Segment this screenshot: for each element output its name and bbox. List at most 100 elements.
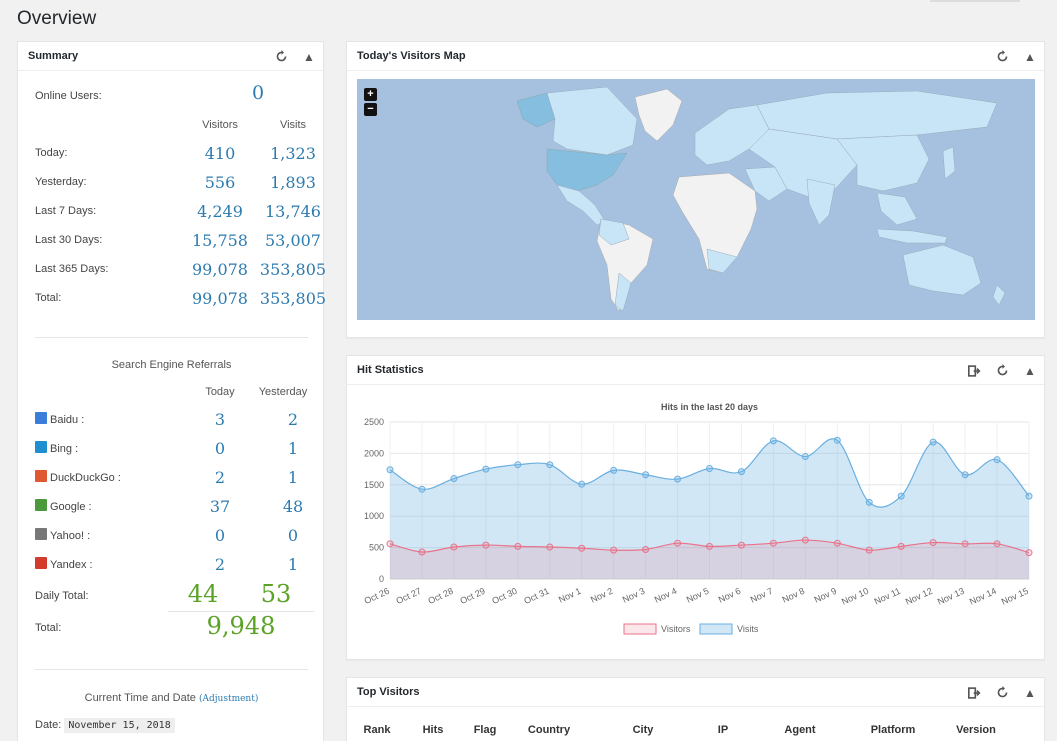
stat-visitors: 556: [204, 172, 236, 192]
refresh-icon[interactable]: [988, 364, 1016, 377]
col-today: Today: [205, 386, 235, 398]
column-header-rank[interactable]: Rank: [363, 724, 391, 736]
daily-total-today: 44: [187, 580, 219, 608]
collapse-icon[interactable]: ▲: [1024, 685, 1036, 700]
adjustment-link[interactable]: (Adjustment): [198, 694, 259, 704]
stat-visits: 13,746: [265, 201, 321, 221]
search-engine-today: 2: [214, 554, 226, 574]
x-tick-label: Oct 29: [458, 586, 486, 606]
refresh-icon[interactable]: [988, 50, 1016, 63]
column-header-ip[interactable]: IP: [717, 724, 729, 736]
data-point-visits: [514, 461, 522, 469]
search-engine-logo-icon: [35, 441, 47, 453]
stat-label: Total:: [35, 292, 62, 304]
date-row: Date: November 15, 2018: [35, 718, 175, 733]
summary-header[interactable]: Summary ▲: [18, 42, 323, 71]
data-point-visitors: [482, 541, 490, 549]
data-point-visits: [897, 492, 905, 500]
chart-title: Hits in the last 20 days: [661, 402, 758, 412]
x-tick-label: Nov 8: [781, 586, 807, 605]
column-header-platform[interactable]: Platform: [870, 724, 916, 736]
search-engine-name: DuckDuckGo :: [50, 472, 121, 484]
x-tick-label: Nov 1: [557, 586, 583, 605]
data-point-visitors: [514, 542, 522, 550]
x-tick-label: Nov 9: [813, 586, 839, 605]
column-header-flag[interactable]: Flag: [473, 724, 497, 736]
top-visitors-header[interactable]: Top Visitors ▲: [347, 678, 1044, 707]
export-icon[interactable]: [960, 686, 988, 699]
search-engine-today: 37: [209, 496, 231, 516]
daily-total-yesterday: 53: [260, 580, 292, 608]
legend-swatch-visits: [699, 623, 733, 635]
collapse-icon[interactable]: ▲: [303, 49, 315, 64]
hits-chart: Hits in the last 20 days 0 500 1000 1500 2000…: [363, 402, 1033, 635]
stat-visitors: 99,078: [192, 259, 248, 279]
data-point-visitors: [961, 540, 969, 548]
data-point-visitors: [833, 539, 841, 547]
column-header-hits[interactable]: Hits: [422, 724, 444, 736]
search-engine-yesterday: 0: [287, 525, 299, 545]
column-header-version[interactable]: Version: [956, 724, 996, 736]
zoom-in-button[interactable]: +: [364, 88, 377, 101]
refresh-icon[interactable]: [988, 686, 1016, 699]
stat-visitors: 4,249: [197, 201, 243, 221]
data-point-visitors: [737, 541, 745, 549]
search-engine-name: Google :: [50, 501, 92, 513]
y-tick-label: 0: [379, 574, 384, 584]
stat-label: Last 365 Days:: [35, 263, 109, 275]
col-visits: Visits: [279, 119, 307, 131]
screen-options-tab-edge[interactable]: [930, 0, 1020, 2]
stat-row: Yesterday: 556 1,893: [35, 171, 316, 193]
data-point-visitors: [450, 543, 458, 551]
world-map-svg: [516, 86, 1006, 312]
map-header[interactable]: Today's Visitors Map ▲: [347, 42, 1044, 71]
search-engine-label: Yahoo! :: [35, 528, 90, 542]
summary-box: Summary ▲ Online Users: 0 Visitors Visit…: [17, 41, 326, 741]
summary-title: Summary: [28, 50, 79, 62]
hits-header[interactable]: Hit Statistics ▲: [347, 356, 1044, 385]
top-visitors-box: Top Visitors ▲ Rank Hits Flag Country City IP…: [346, 677, 1045, 741]
search-engine-name: Yandex :: [50, 559, 93, 571]
data-point-visits: [386, 466, 394, 474]
column-header-country[interactable]: Country: [527, 724, 571, 736]
data-point-visitors: [993, 540, 1001, 548]
total-value: 9,948: [206, 612, 276, 640]
data-point-visits: [642, 471, 650, 479]
x-tick-label: Oct 27: [395, 586, 423, 606]
collapse-icon[interactable]: ▲: [1024, 49, 1036, 64]
data-point-visitors: [546, 543, 554, 551]
y-tick-label: 500: [369, 543, 384, 553]
data-point-visits: [418, 485, 426, 493]
refresh-icon[interactable]: [267, 50, 295, 63]
column-header-agent[interactable]: Agent: [784, 724, 816, 736]
data-point-visitors: [610, 546, 618, 554]
column-header-city[interactable]: City: [632, 724, 654, 736]
search-engine-row: DuckDuckGo : 2 1: [35, 466, 308, 488]
data-point-visitors: [865, 546, 873, 554]
time-title: Current Time and Date: [84, 692, 196, 704]
zoom-out-button[interactable]: −: [364, 103, 377, 116]
search-engine-yesterday: 2: [287, 409, 299, 429]
data-point-visitors: [897, 542, 905, 550]
col-yesterday: Yesterday: [258, 386, 308, 398]
export-icon[interactable]: [960, 364, 988, 377]
x-tick-label: Nov 6: [717, 586, 743, 605]
collapse-icon[interactable]: ▲: [1024, 363, 1036, 378]
stat-label: Yesterday:: [35, 176, 87, 188]
series-line-visitors: [389, 539, 1030, 554]
world-map[interactable]: + −: [357, 79, 1035, 320]
visitors-map-box: Today's Visitors Map ▲: [346, 41, 1045, 338]
legend-swatch-visitors: [623, 623, 657, 635]
date-value: November 15, 2018: [64, 718, 175, 733]
data-point-visitors: [801, 536, 809, 544]
time-title-row: Current Time and Date (Adjustment): [35, 692, 308, 704]
stat-visits: 353,805: [259, 288, 327, 308]
total-divider: [168, 611, 314, 612]
online-users-value: 0: [251, 82, 265, 104]
search-engine-name: Yahoo! :: [50, 530, 91, 542]
data-point-visitors: [386, 540, 394, 548]
legend-label-visits: Visits: [737, 624, 759, 634]
data-point-visits: [482, 465, 490, 473]
search-engine-label: Google :: [35, 499, 92, 513]
data-point-visitors: [578, 544, 586, 552]
